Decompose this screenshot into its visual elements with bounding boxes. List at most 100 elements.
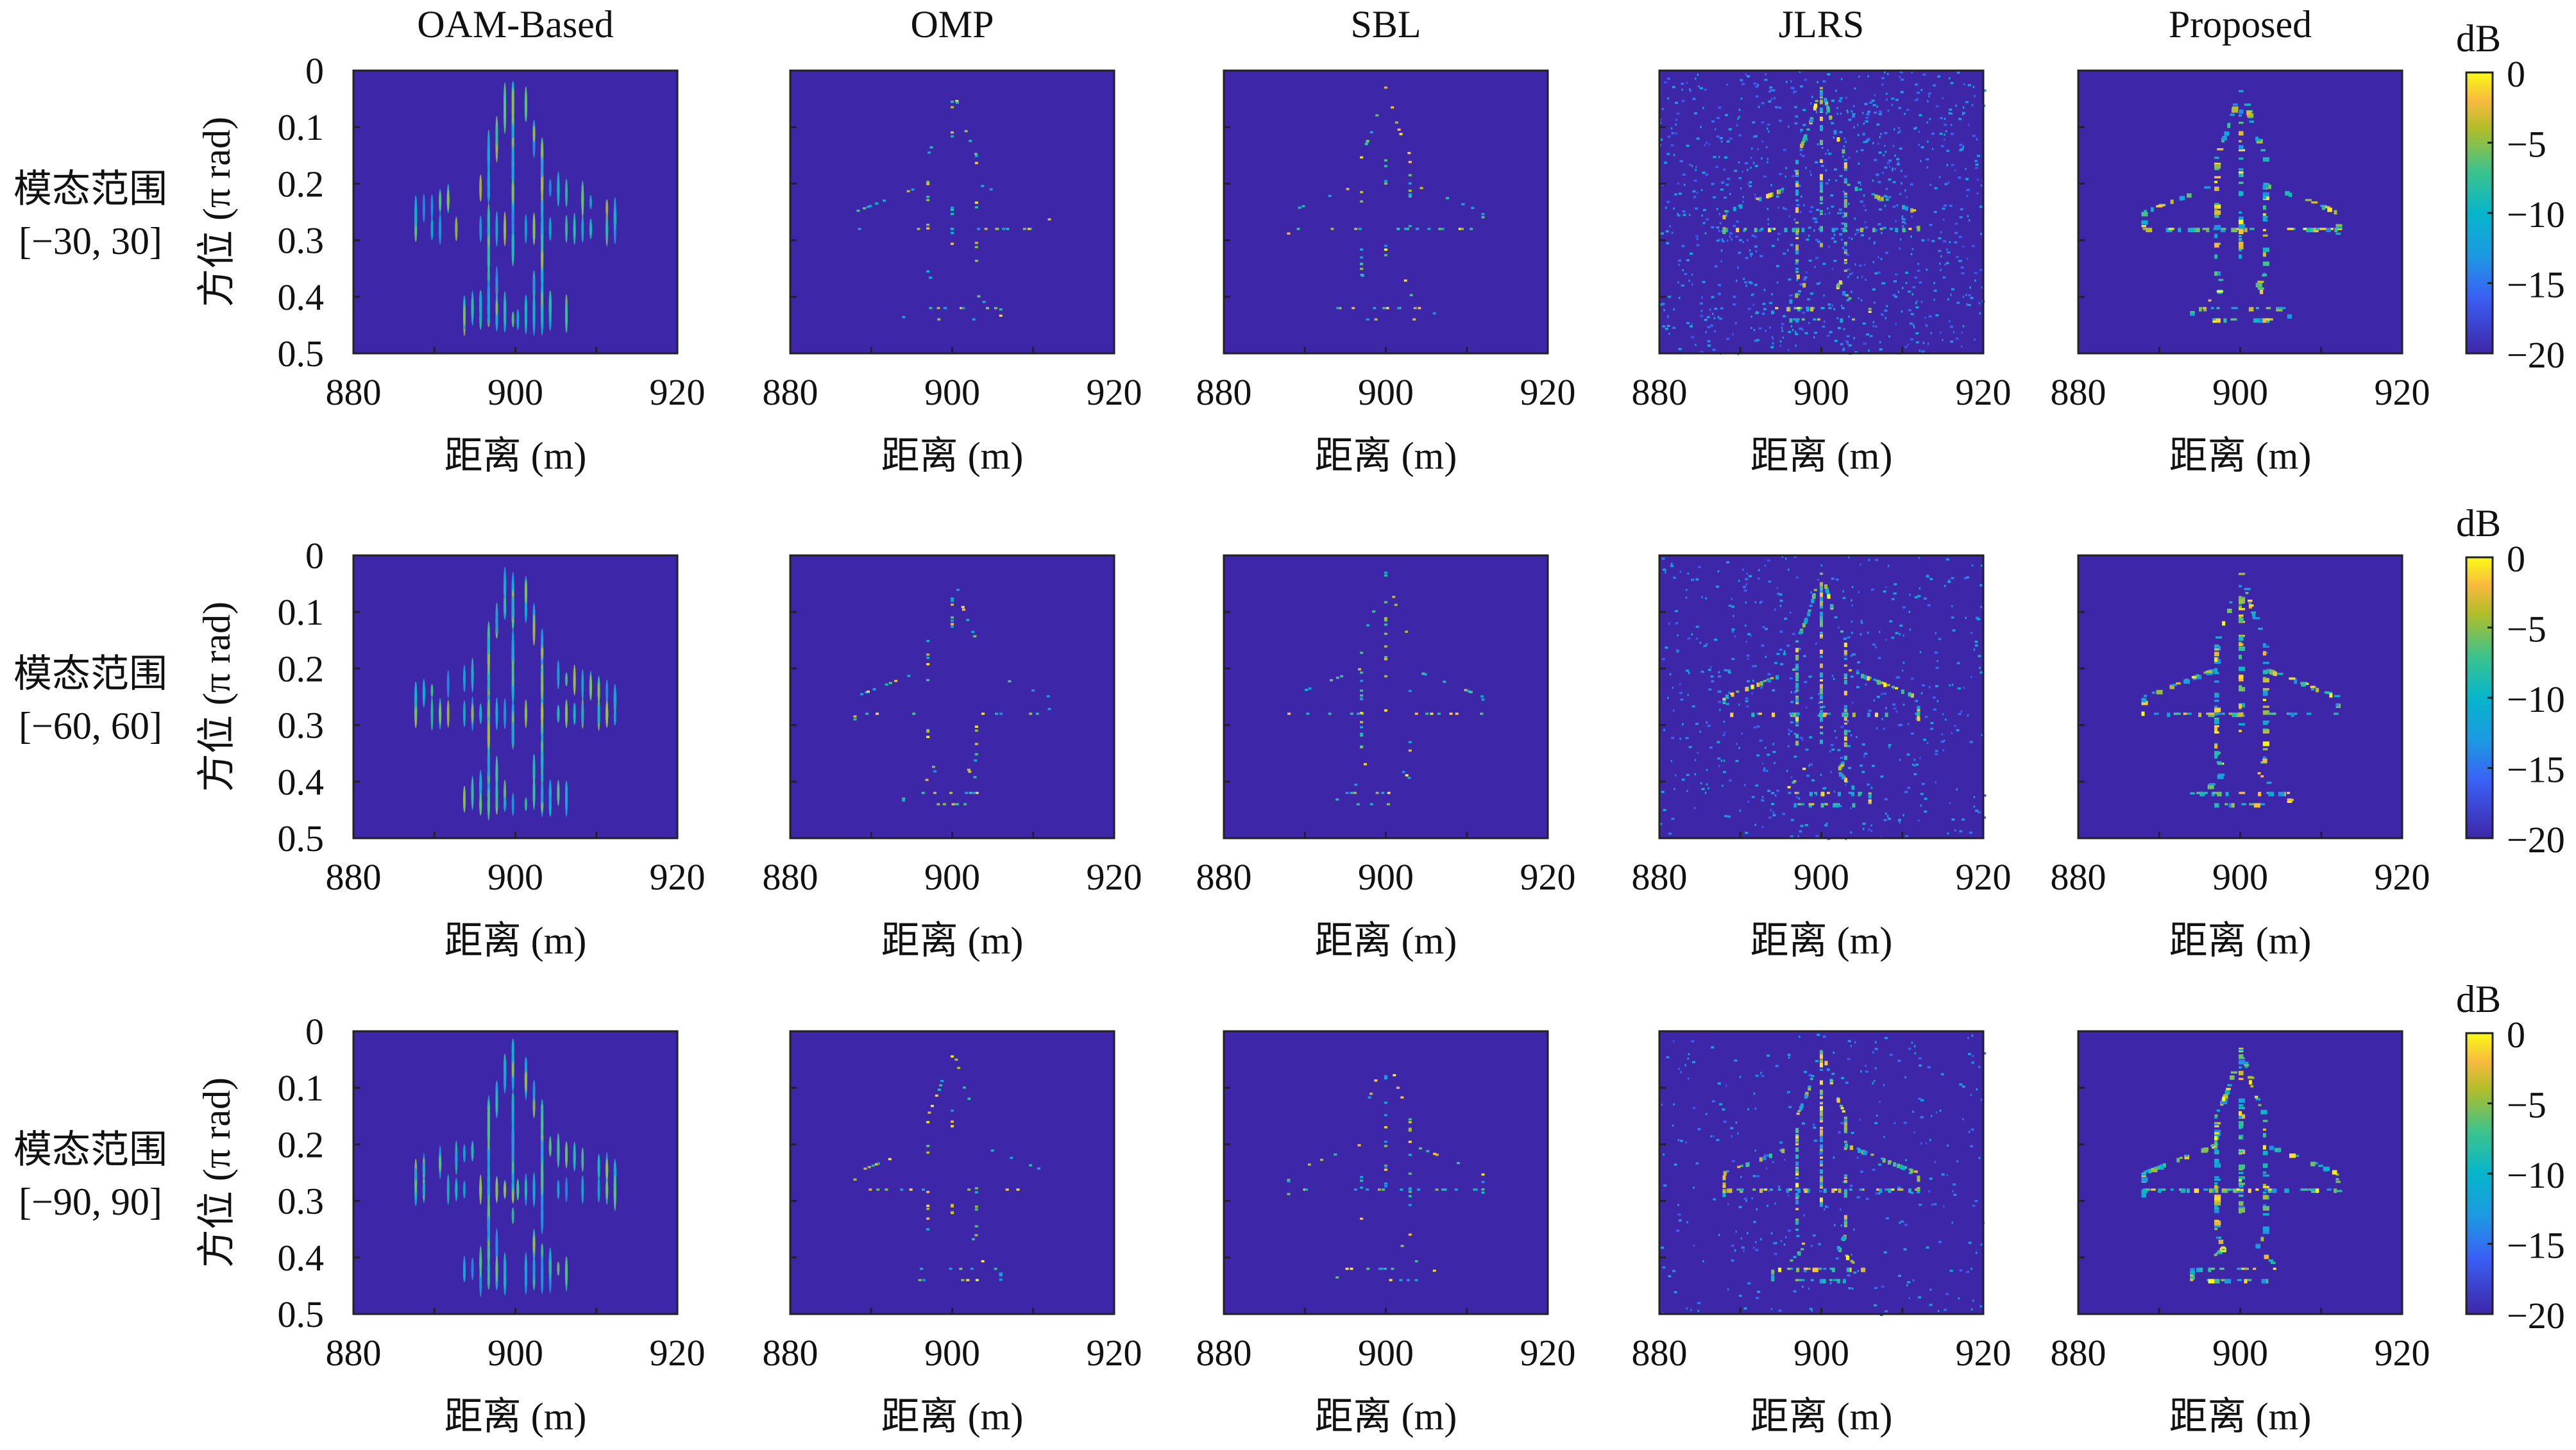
- heatmap-cell: [1819, 663, 1824, 668]
- heatmap-cell: [613, 207, 616, 230]
- heatmap-cell: [1795, 180, 1799, 183]
- heatmap-cell: [1394, 121, 1398, 124]
- heatmap-cell: [557, 779, 560, 806]
- heatmap-cell: [1881, 313, 1883, 316]
- heatmap-cell: [2321, 205, 2325, 210]
- heatmap-cell: [1366, 318, 1369, 321]
- heatmap-cell: [1767, 789, 1771, 792]
- heatmap-cell: [1899, 238, 1902, 241]
- heatmap-cell: [1338, 307, 1342, 310]
- heatmap-cell: [1392, 596, 1396, 598]
- heatmap-cell: [1788, 1106, 1792, 1108]
- heatmap-cell: [1747, 633, 1751, 636]
- heatmap-cell: [1752, 1175, 1756, 1177]
- heatmap-cell: [1815, 161, 1818, 164]
- heatmap-cell: [2148, 1168, 2152, 1174]
- heatmap-cell: [1384, 675, 1388, 678]
- heatmap-cell: [1843, 258, 1847, 262]
- heatmap-cell: [1917, 262, 1920, 266]
- heatmap-cell: [1970, 1093, 1972, 1097]
- heatmap-cell: [1837, 212, 1839, 215]
- heatmap-cell: [2168, 228, 2174, 230]
- heatmap-cell: [1795, 666, 1799, 671]
- heatmap-cell: [2178, 228, 2182, 233]
- heatmap-cell: [1971, 244, 1975, 248]
- heatmap-cell: [1863, 141, 1865, 144]
- heatmap-cell: [950, 1205, 954, 1208]
- heatmap-cell: [1978, 302, 1980, 305]
- heatmap-cell: [1795, 576, 1799, 579]
- heatmap-cell: [1819, 592, 1824, 597]
- heatmap-cell: [1929, 578, 1933, 580]
- heatmap-cell: [1966, 189, 1970, 191]
- heatmap-cell: [2262, 252, 2266, 257]
- heatmap-cell: [430, 217, 434, 240]
- heatmap-cell: [1894, 154, 1896, 157]
- heatmap-cell: [1972, 135, 1976, 137]
- heatmap-cell: [1742, 200, 1744, 203]
- heatmap-cell: [1974, 640, 1978, 643]
- heatmap-cell: [479, 793, 482, 816]
- heatmap-cell: [1833, 259, 1837, 262]
- y-tick-label: 0.1: [278, 106, 325, 148]
- heatmap-cell: [1904, 189, 1906, 192]
- heatmap-cell: [1747, 75, 1750, 78]
- x-tick-label: 920: [2375, 1332, 2430, 1374]
- heatmap-cell: [1840, 630, 1844, 633]
- heatmap-cell: [1856, 150, 1858, 153]
- heatmap-cell: [1842, 149, 1845, 154]
- heatmap-cell: [2335, 704, 2339, 707]
- heatmap-cell: [2238, 171, 2244, 174]
- heatmap-cell: [2190, 314, 2195, 316]
- heatmap-cell: [974, 1205, 978, 1208]
- heatmap-cell: [1670, 127, 1673, 130]
- heatmap-cell: [1904, 791, 1908, 793]
- heatmap-cell: [1768, 193, 1772, 198]
- heatmap-cell: [1831, 205, 1835, 208]
- heatmap-cell: [1764, 1188, 1768, 1191]
- heatmap-cell: [926, 736, 930, 738]
- heatmap-cell: [1763, 308, 1767, 310]
- heatmap-cell: [1861, 1188, 1865, 1191]
- heatmap-cell: [1727, 1288, 1729, 1291]
- heatmap-cell: [1382, 307, 1386, 310]
- heatmap-cell: [1691, 705, 1695, 708]
- x-axis-label: 距离 (m): [1750, 1395, 1893, 1438]
- heatmap-cell: [479, 773, 482, 795]
- heatmap-cell: [1681, 284, 1684, 287]
- heatmap-cell: [956, 101, 960, 104]
- heatmap-cell: [511, 793, 514, 816]
- heatmap-cell: [1745, 1199, 1747, 1202]
- heatmap-cell: [1938, 637, 1942, 641]
- heatmap-cell: [1775, 1065, 1779, 1067]
- heatmap-cell: [1819, 107, 1824, 112]
- heatmap-cell: [894, 680, 898, 682]
- heatmap-cell: [1951, 288, 1954, 291]
- heatmap-cell: [1860, 299, 1863, 302]
- heatmap-cell: [1852, 803, 1856, 808]
- heatmap-cell: [2284, 1188, 2289, 1193]
- heatmap-cell: [1384, 571, 1388, 574]
- heatmap-cell: [1732, 333, 1734, 336]
- x-tick-label: 880: [1196, 371, 1252, 413]
- heatmap-cell: [1958, 712, 1962, 715]
- heatmap-cell: [1724, 731, 1726, 734]
- heatmap-cell: [1751, 665, 1755, 668]
- heatmap-cell: [2238, 1177, 2246, 1180]
- heatmap-cell: [1789, 294, 1793, 297]
- heatmap-cell: [1833, 168, 1837, 171]
- heatmap-cell: [1725, 183, 1729, 186]
- heatmap-cell: [1878, 630, 1881, 634]
- heatmap-cell: [2262, 1226, 2269, 1229]
- heatmap-cell: [1729, 232, 1733, 235]
- heatmap-cell: [1819, 242, 1824, 248]
- heatmap-cell: [1695, 169, 1697, 171]
- heatmap-cell: [2224, 1090, 2230, 1095]
- heatmap-cell: [1833, 136, 1835, 139]
- heatmap-cell: [1926, 268, 1928, 271]
- heatmap-cell: [1796, 796, 1798, 798]
- heatmap-cell: [954, 1058, 958, 1061]
- heatmap-cell: [1933, 1202, 1937, 1206]
- heatmap-cell: [1677, 1213, 1681, 1216]
- colorbar-tick-label: −20: [2507, 1295, 2565, 1336]
